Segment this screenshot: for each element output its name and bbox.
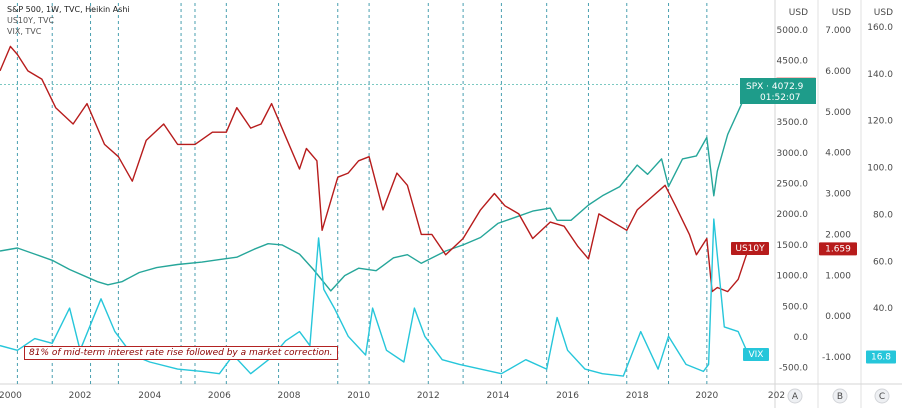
x-tick-label: 2014: [486, 391, 509, 401]
y-tick-label-a: 3500.0: [777, 118, 809, 128]
y-tick-label-a: 2000.0: [777, 210, 809, 220]
vix-value-tag-bg: [866, 350, 896, 364]
y-tick-label-b: 5.000: [825, 108, 851, 118]
legend-spx[interactable]: S&P 500, 1W, TVC, Heikin Ashi: [7, 5, 130, 14]
axis-unit-c: USD: [874, 8, 893, 18]
legend-vix[interactable]: VIX, TVC: [7, 27, 42, 36]
us10y-value-tag-text: 1.659: [825, 244, 851, 254]
y-tick-label-c: 80.0: [873, 210, 893, 220]
y-tick-label-c: 120.0: [867, 117, 893, 127]
x-tick-label: 2010: [347, 391, 370, 401]
x-tick-label: 2006: [208, 391, 231, 401]
x-tick-label: 202: [768, 391, 785, 401]
y-tick-label-a: 0.0: [794, 333, 809, 343]
x-tick-label: 2000: [0, 391, 22, 401]
x-tick-label: 2008: [278, 391, 301, 401]
y-tick-label-a: -500.0: [779, 364, 808, 374]
y-tick-label-c: 140.0: [867, 70, 893, 80]
y-tick-label-a: 3000.0: [777, 149, 809, 159]
us10y-name-tag-bg: [731, 242, 769, 255]
axis-badge-label-c: C: [879, 392, 885, 402]
y-tick-label-b: 7.000: [825, 26, 851, 36]
us10y-value-tag-bg: [819, 242, 857, 256]
series-line-spx: [0, 84, 753, 292]
spx-label-bg: [740, 78, 816, 104]
vix-name-tag-bg: [743, 348, 769, 361]
legend-us10y[interactable]: US10Y, TVC: [7, 16, 55, 25]
x-tick-label: 2018: [626, 391, 649, 401]
axis-badge-label-a: A: [792, 392, 799, 402]
x-tick-label: 2012: [417, 391, 440, 401]
y-tick-label-b: 3.000: [825, 190, 851, 200]
x-tick-label: 2004: [138, 391, 161, 401]
y-tick-label-b: 6.000: [825, 67, 851, 77]
x-tick-label: 2020: [695, 391, 718, 401]
x-tick-label: 2016: [556, 391, 579, 401]
axis-badge-c: [874, 388, 890, 404]
axis-badge-label-b: B: [837, 392, 843, 402]
y-tick-label-a: 1500.0: [777, 241, 809, 251]
x-tick-label: 2002: [69, 391, 92, 401]
axis-badge-b: [832, 388, 848, 404]
axis-badge-a: [787, 388, 803, 404]
y-tick-label-a: 1000.0: [777, 272, 809, 282]
y-tick-label-a: 2500.0: [777, 180, 809, 190]
y-tick-label-b: -1.000: [822, 353, 851, 363]
y-tick-label-c: 160.0: [867, 23, 893, 33]
y-tick-label-c: 40.0: [873, 304, 893, 314]
y-tick-label-b: 1.000: [825, 271, 851, 281]
vix-value-tag-text: 16.8: [871, 352, 891, 362]
y-tick-label-a: 4500.0: [777, 57, 809, 67]
y-tick-label-a: 500.0: [782, 302, 808, 312]
axis-unit-b: USD: [832, 8, 851, 18]
y-tick-label-a: 5000.0: [777, 26, 809, 36]
y-tick-label-b: 2.000: [825, 230, 851, 240]
chart-legend: S&P 500, 1W, TVC, Heikin Ashi US10Y, TVC…: [7, 4, 130, 37]
y-tick-label-c: 100.0: [867, 164, 893, 174]
vix-name-tag-text: VIX: [749, 350, 764, 360]
y-tick-label-c: 60.0: [873, 257, 893, 267]
y-tick-label-b: 4.000: [825, 149, 851, 159]
spx-label-text: SPX · 4072.9: [746, 82, 804, 92]
annotation-box[interactable]: 81% of mid-term interest rate rise follo…: [24, 346, 338, 360]
spx-countdown-text: 01:52:07: [760, 93, 800, 103]
us10y-name-tag-text: US10Y: [735, 244, 765, 254]
axis-unit-a: USD: [789, 8, 808, 18]
series-line-us10y: [0, 45, 750, 293]
y-tick-label-b: 0.000: [825, 312, 851, 322]
